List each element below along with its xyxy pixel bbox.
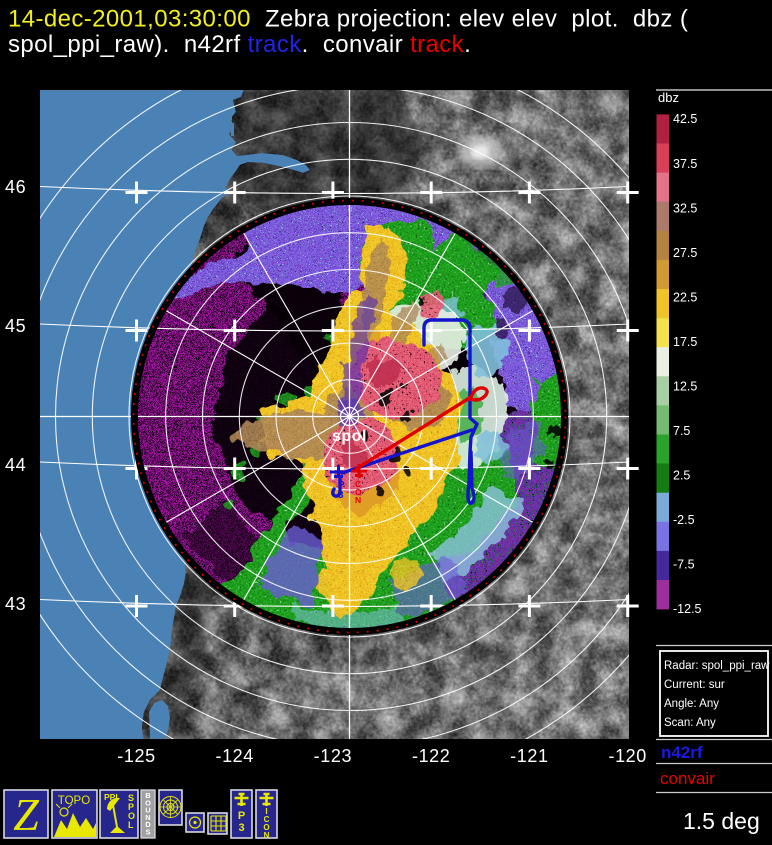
- svg-text:17.5: 17.5: [673, 335, 697, 349]
- svg-text:7.5: 7.5: [673, 424, 690, 438]
- svg-text:-7.5: -7.5: [673, 558, 695, 572]
- svg-text:O: O: [145, 798, 151, 807]
- svg-text:S: S: [128, 793, 134, 803]
- svg-text:-125: -125: [117, 746, 155, 766]
- svg-text:L: L: [128, 820, 134, 830]
- svg-text:46: 46: [5, 177, 26, 197]
- svg-text:3: 3: [338, 490, 344, 501]
- svg-text:O: O: [128, 811, 135, 821]
- svg-text:Radar: spol_ppi_raw: Radar: spol_ppi_raw: [664, 660, 770, 672]
- svg-text:-12.5: -12.5: [673, 602, 702, 616]
- svg-text:PPI: PPI: [104, 792, 118, 802]
- svg-text:-121: -121: [510, 746, 548, 766]
- svg-text:O: O: [355, 487, 362, 497]
- svg-text:C: C: [264, 815, 270, 824]
- svg-text:N: N: [145, 813, 150, 822]
- svg-text:22.5: 22.5: [673, 290, 697, 304]
- svg-text:12.5: 12.5: [673, 380, 697, 394]
- svg-text:37.5: 37.5: [673, 157, 697, 171]
- svg-text:B: B: [145, 791, 151, 800]
- svg-text:-123: -123: [314, 746, 352, 766]
- svg-text:n42rf: n42rf: [661, 743, 703, 762]
- svg-text:O: O: [263, 823, 269, 832]
- svg-text:27.5: 27.5: [673, 246, 697, 260]
- svg-text:44: 44: [5, 455, 26, 475]
- svg-text:42.5: 42.5: [673, 112, 697, 126]
- svg-text:S: S: [145, 828, 150, 837]
- svg-text:TOPO: TOPO: [58, 795, 90, 807]
- svg-text:32.5: 32.5: [673, 201, 697, 215]
- svg-text:Z: Z: [13, 789, 39, 840]
- svg-text:D: D: [145, 820, 151, 829]
- svg-text:dbz: dbz: [658, 90, 679, 105]
- svg-text:Scan: Any: Scan: Any: [664, 717, 716, 729]
- svg-text:-124: -124: [215, 746, 253, 766]
- svg-text:Angle: Any: Angle: Any: [664, 698, 719, 710]
- svg-text:I: I: [265, 807, 267, 816]
- svg-text:U: U: [145, 806, 150, 815]
- svg-text:N: N: [355, 495, 361, 505]
- svg-text:1.5 deg: 1.5 deg: [683, 808, 760, 834]
- svg-text:Current: sur: Current: sur: [664, 679, 725, 691]
- svg-text:P: P: [238, 810, 245, 822]
- svg-text:P: P: [338, 480, 345, 491]
- svg-text:3: 3: [238, 822, 244, 834]
- svg-text:45: 45: [5, 316, 26, 336]
- svg-text:C: C: [355, 479, 361, 489]
- svg-text:14-dec-2001,03:30:00 Zebra pr: 14-dec-2001,03:30:00 Zebra projection: e…: [8, 6, 688, 33]
- svg-text:spol_ppi_raw). n42rf track.: spol_ppi_raw). n42rf track. convair trac…: [8, 31, 471, 58]
- svg-text:-2.5: -2.5: [673, 513, 695, 527]
- svg-text:convair: convair: [660, 769, 715, 788]
- svg-text:-120: -120: [608, 746, 646, 766]
- svg-text:43: 43: [5, 594, 26, 614]
- svg-text:-122: -122: [412, 746, 450, 766]
- svg-text:N: N: [264, 831, 270, 840]
- svg-text:spol: spol: [332, 428, 367, 445]
- svg-text:P: P: [128, 802, 134, 812]
- svg-text:2.5: 2.5: [673, 469, 690, 483]
